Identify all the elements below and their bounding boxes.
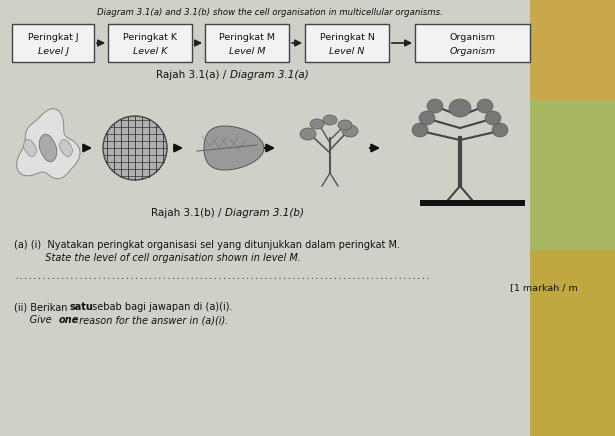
Circle shape: [103, 116, 167, 180]
Text: State the level of cell organisation shown in level M.: State the level of cell organisation sho…: [14, 253, 301, 263]
Text: sebab bagi jawapan di (a)(i).: sebab bagi jawapan di (a)(i).: [89, 302, 232, 312]
Text: Level K: Level K: [133, 47, 167, 55]
Ellipse shape: [412, 123, 428, 137]
Text: [1 markah / m: [1 markah / m: [510, 283, 577, 292]
Polygon shape: [60, 140, 73, 157]
Text: Level N: Level N: [329, 47, 365, 55]
Ellipse shape: [300, 128, 316, 140]
FancyBboxPatch shape: [12, 24, 94, 62]
Ellipse shape: [419, 111, 435, 125]
Text: Peringkat K: Peringkat K: [123, 34, 177, 42]
Bar: [530, 100, 615, 250]
Bar: [420, 200, 525, 206]
Text: Give: Give: [14, 315, 55, 325]
Text: Diagram 3.1(a): Diagram 3.1(a): [230, 70, 309, 80]
Text: one: one: [59, 315, 79, 325]
Bar: [530, 0, 615, 100]
Text: (a) (i)  Nyatakan peringkat organisasi sel yang ditunjukkan dalam peringkat M.: (a) (i) Nyatakan peringkat organisasi se…: [14, 240, 400, 250]
Bar: [0, 0, 530, 436]
Text: Peringkat J: Peringkat J: [28, 34, 78, 42]
Ellipse shape: [342, 125, 358, 137]
Ellipse shape: [449, 99, 471, 117]
FancyBboxPatch shape: [305, 24, 389, 62]
Ellipse shape: [338, 120, 352, 130]
Text: Organism: Organism: [450, 34, 496, 42]
Text: Peringkat M: Peringkat M: [219, 34, 275, 42]
Ellipse shape: [310, 119, 324, 129]
Text: reason for the answer in (a)(i).: reason for the answer in (a)(i).: [76, 315, 228, 325]
Text: Diagram 3.1(a) and 3.1(b) show the cell organisation in multicellular organisms.: Diagram 3.1(a) and 3.1(b) show the cell …: [97, 8, 443, 17]
Text: ................................................................................: ........................................…: [14, 272, 430, 281]
FancyBboxPatch shape: [205, 24, 289, 62]
Polygon shape: [23, 140, 36, 157]
Ellipse shape: [485, 111, 501, 125]
Ellipse shape: [427, 99, 443, 113]
Ellipse shape: [492, 123, 508, 137]
Text: Diagram 3.1(b): Diagram 3.1(b): [225, 208, 304, 218]
Polygon shape: [204, 126, 264, 170]
Text: Rajah 3.1(a) /: Rajah 3.1(a) /: [156, 70, 230, 80]
Text: (ii) Berikan: (ii) Berikan: [14, 302, 71, 312]
Ellipse shape: [323, 115, 337, 125]
Bar: [530, 250, 615, 436]
Text: Level M: Level M: [229, 47, 265, 55]
Polygon shape: [17, 109, 80, 179]
Text: Organism: Organism: [450, 47, 496, 55]
FancyBboxPatch shape: [415, 24, 530, 62]
Text: Rajah 3.1(b) /: Rajah 3.1(b) /: [151, 208, 225, 218]
Text: Level J: Level J: [38, 47, 68, 55]
Text: Peringkat N: Peringkat N: [320, 34, 375, 42]
Text: satu: satu: [69, 302, 93, 312]
FancyBboxPatch shape: [108, 24, 192, 62]
Ellipse shape: [477, 99, 493, 113]
Polygon shape: [39, 134, 57, 162]
